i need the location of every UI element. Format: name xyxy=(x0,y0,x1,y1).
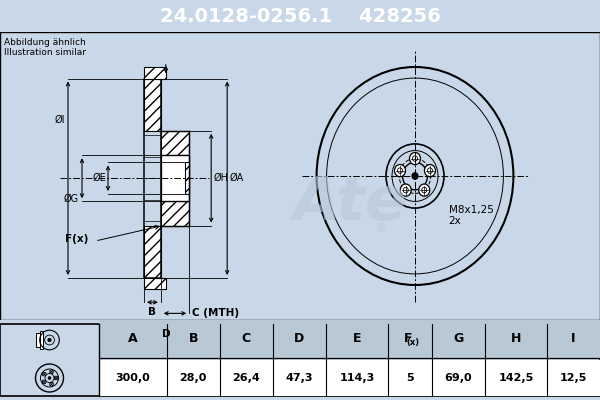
Bar xyxy=(273,360,326,396)
Circle shape xyxy=(400,184,411,196)
Circle shape xyxy=(48,338,51,342)
Bar xyxy=(35,333,40,347)
Text: 28,0: 28,0 xyxy=(179,373,207,383)
Bar xyxy=(40,331,43,349)
Bar xyxy=(485,320,547,358)
Bar xyxy=(547,320,600,358)
Bar xyxy=(181,155,189,201)
Text: M8x1,25: M8x1,25 xyxy=(449,205,494,215)
Bar xyxy=(161,201,189,226)
Bar xyxy=(326,320,388,358)
Bar xyxy=(144,78,161,131)
Text: H: H xyxy=(511,332,521,346)
Text: ØA: ØA xyxy=(229,173,244,183)
Bar xyxy=(220,360,273,396)
Text: (x): (x) xyxy=(406,338,419,346)
Bar xyxy=(167,360,220,396)
Bar xyxy=(185,162,189,194)
Text: 12,5: 12,5 xyxy=(560,373,587,383)
Text: 300,0: 300,0 xyxy=(116,373,150,383)
Bar xyxy=(220,320,273,358)
Bar xyxy=(485,360,547,396)
Text: Ate: Ate xyxy=(293,174,407,233)
Text: ØG: ØG xyxy=(64,194,79,204)
Text: D: D xyxy=(162,329,171,339)
Bar xyxy=(167,320,220,358)
Circle shape xyxy=(419,184,430,196)
Text: ØI: ØI xyxy=(55,114,65,124)
Circle shape xyxy=(395,164,406,177)
Bar xyxy=(432,320,485,358)
Circle shape xyxy=(412,173,418,179)
Bar xyxy=(161,131,189,155)
Bar xyxy=(432,360,485,396)
Text: C: C xyxy=(242,332,251,346)
Text: F(x): F(x) xyxy=(65,234,88,244)
Text: A: A xyxy=(128,332,138,346)
Text: 69,0: 69,0 xyxy=(445,373,472,383)
Text: 142,5: 142,5 xyxy=(499,373,533,383)
Text: 114,3: 114,3 xyxy=(339,373,374,383)
Circle shape xyxy=(424,164,436,177)
Bar xyxy=(99,320,167,358)
Text: ØH: ØH xyxy=(213,173,228,183)
Text: 5: 5 xyxy=(406,373,414,383)
Text: 2x: 2x xyxy=(449,216,461,226)
Bar xyxy=(161,155,189,201)
Text: B: B xyxy=(148,307,157,317)
Circle shape xyxy=(409,152,421,165)
Text: 26,4: 26,4 xyxy=(232,373,260,383)
Bar xyxy=(144,68,166,78)
Text: 47,3: 47,3 xyxy=(286,373,313,383)
Text: Illustration similar: Illustration similar xyxy=(4,48,86,56)
Bar xyxy=(326,360,388,396)
Bar xyxy=(547,360,600,396)
Text: I: I xyxy=(571,332,576,346)
Bar xyxy=(388,320,432,358)
Circle shape xyxy=(48,376,51,380)
Text: D: D xyxy=(294,332,305,346)
Text: F: F xyxy=(404,332,412,346)
Text: C (MTH): C (MTH) xyxy=(192,308,239,318)
Text: B: B xyxy=(188,332,198,346)
Text: ØE: ØE xyxy=(92,173,106,183)
Text: Abbildung ähnlich: Abbildung ähnlich xyxy=(4,38,86,46)
Bar xyxy=(388,360,432,396)
Bar xyxy=(273,320,326,358)
Bar xyxy=(99,360,167,396)
Bar xyxy=(144,226,161,278)
Bar xyxy=(144,78,161,278)
Bar xyxy=(144,278,166,289)
Text: 24.0128-0256.1    428256: 24.0128-0256.1 428256 xyxy=(160,6,440,26)
Text: E: E xyxy=(353,332,361,346)
Text: G: G xyxy=(454,332,464,346)
Text: ®: ® xyxy=(374,222,386,234)
